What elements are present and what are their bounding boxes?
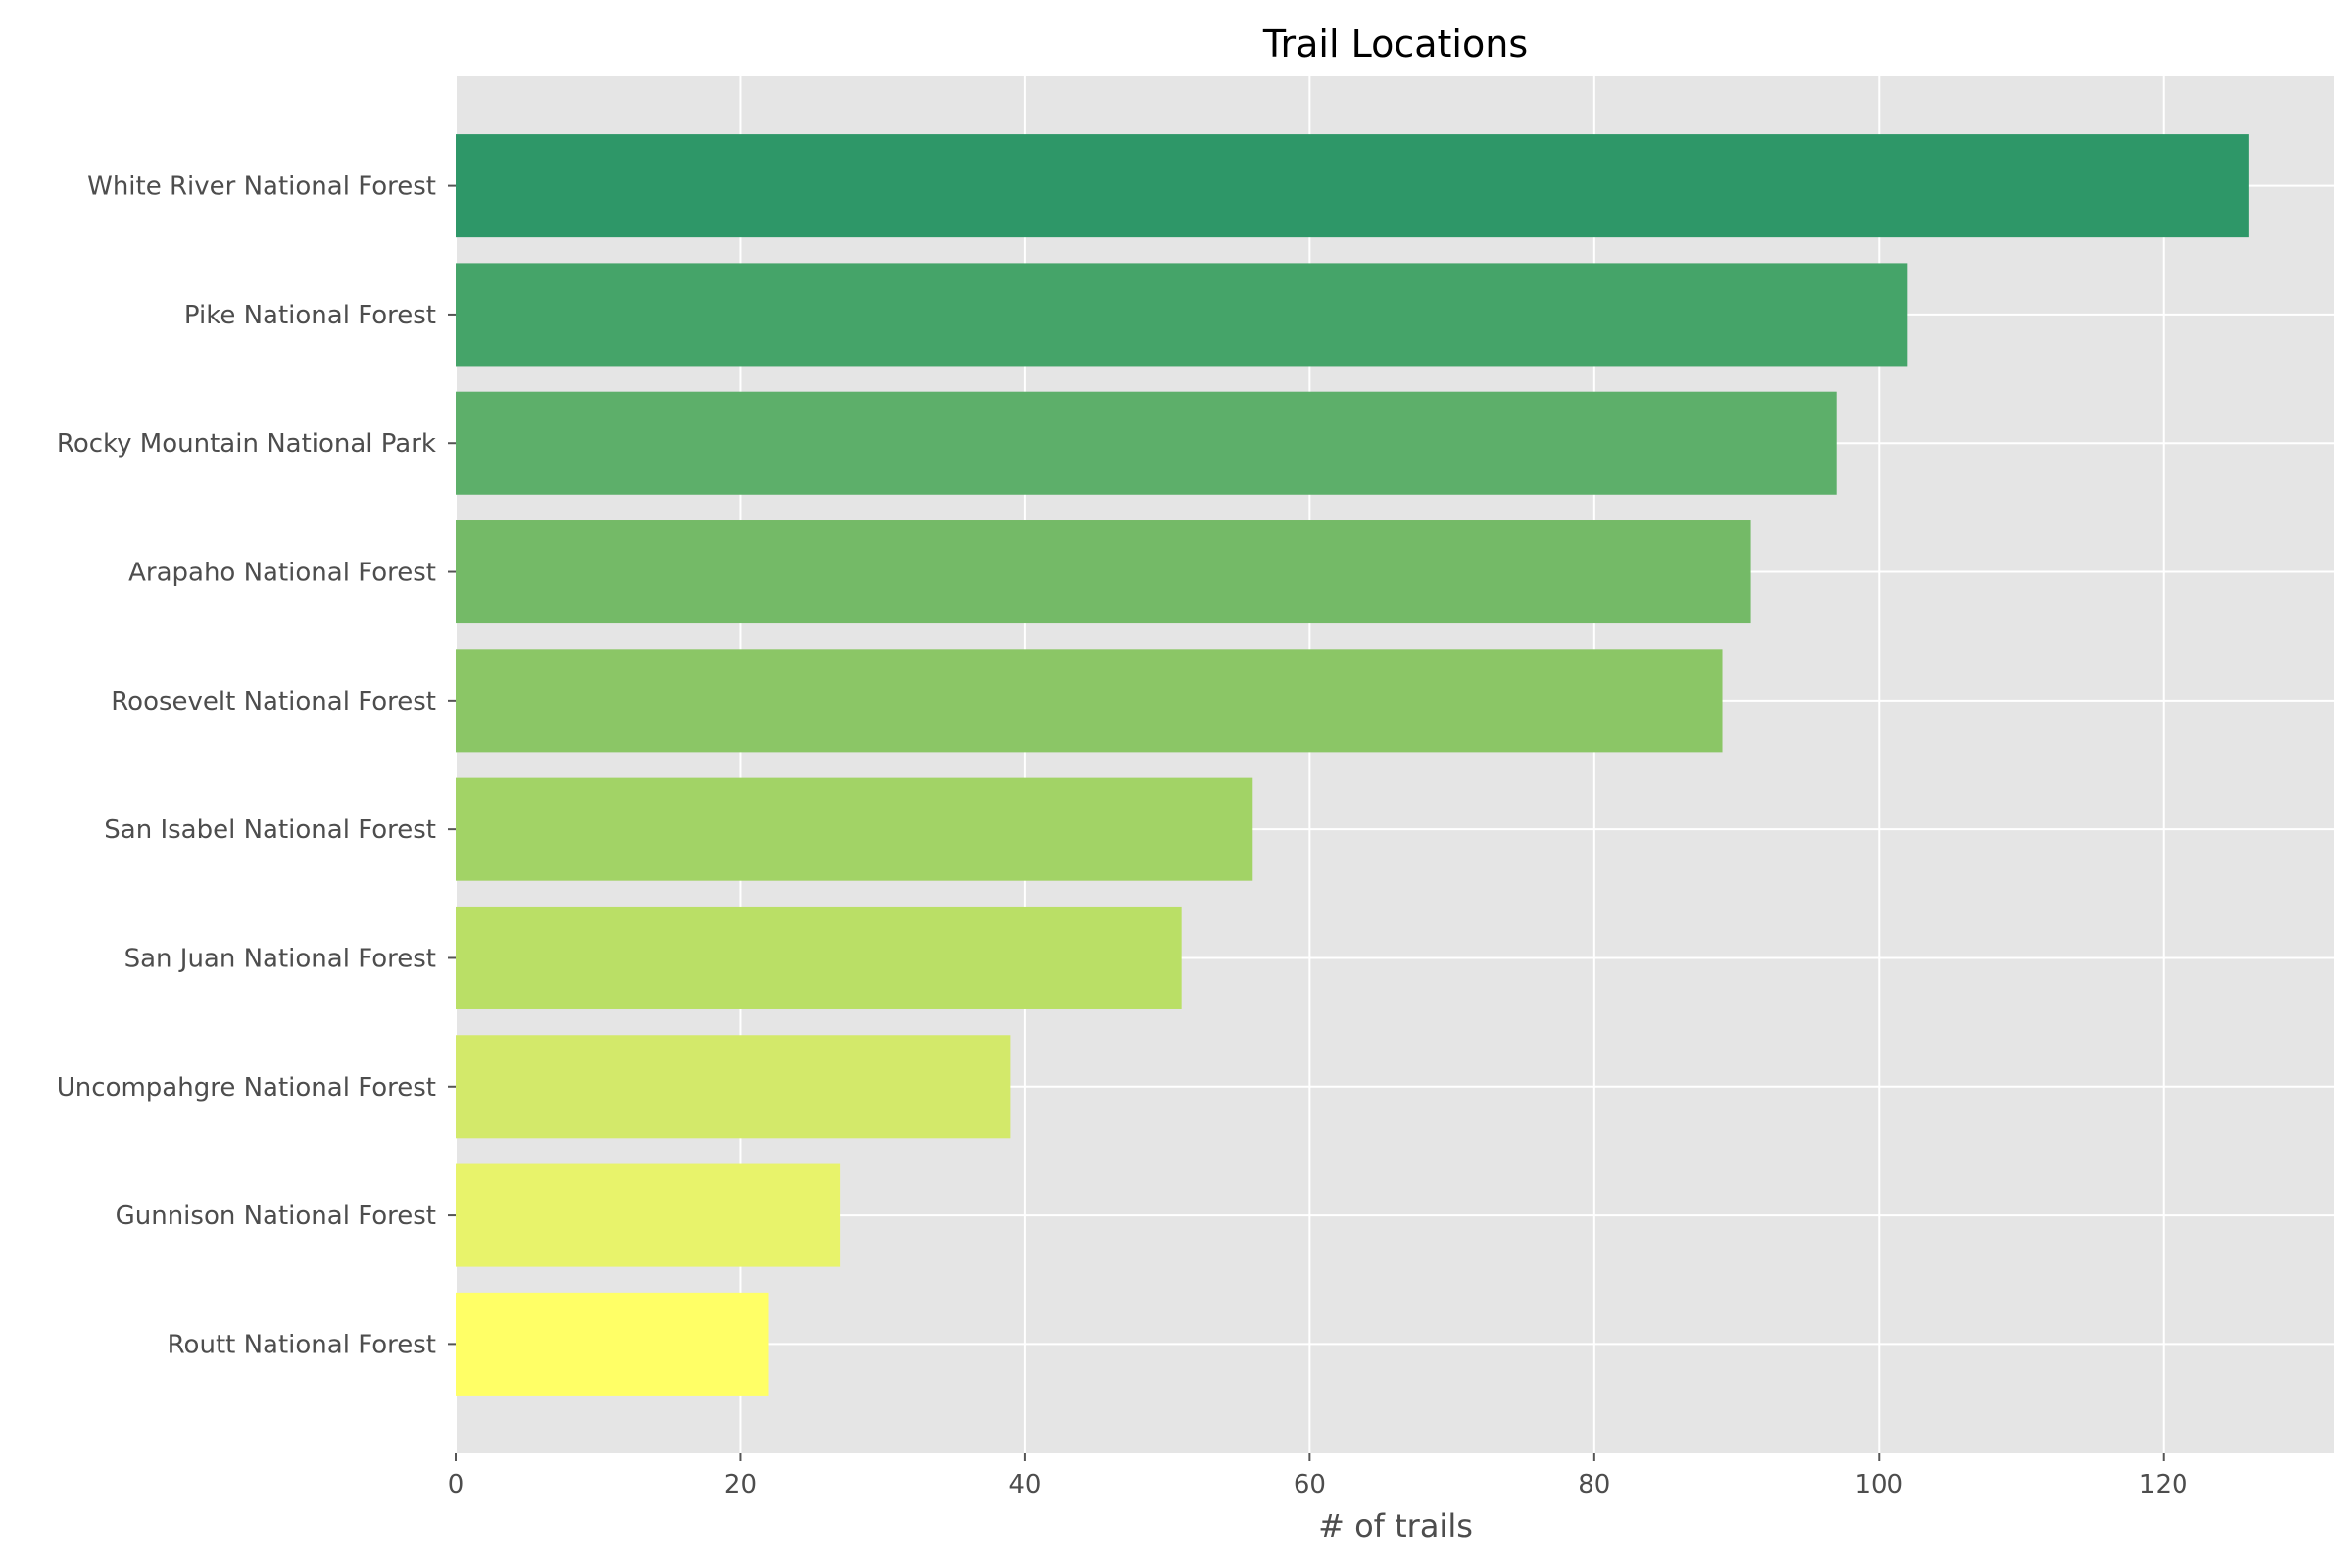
y-tick-label: Routt National Forest <box>168 1330 436 1359</box>
bar <box>456 649 1723 753</box>
x-axis-label: # of trails <box>1318 1507 1473 1544</box>
bar <box>456 1035 1011 1139</box>
bar <box>456 520 1751 624</box>
bar <box>456 263 1908 367</box>
bar <box>456 1163 841 1267</box>
y-tick-label: San Juan National Forest <box>124 944 436 973</box>
y-tick-label: Uncompahgre National Forest <box>57 1073 436 1102</box>
bar <box>456 906 1182 1009</box>
chart-title: Trail Locations <box>1262 23 1528 66</box>
y-tick-label: Roosevelt National Forest <box>111 687 436 716</box>
x-tick-label: 80 <box>1578 1470 1610 1499</box>
x-axis-ticks: 0 20 40 60 80 100 120 <box>448 1453 2188 1499</box>
x-tick-label: 100 <box>1854 1470 1903 1499</box>
bar <box>456 391 1837 495</box>
bar <box>456 1292 769 1396</box>
x-tick-label: 0 <box>448 1470 465 1499</box>
x-tick-label: 40 <box>1008 1470 1041 1499</box>
y-tick-label: Gunnison National Forest <box>116 1201 436 1231</box>
y-axis-category-labels: White River National Forest Pike National… <box>57 172 456 1359</box>
y-tick-label: Rocky Mountain National Park <box>57 429 436 459</box>
y-tick-label: Pike National Forest <box>184 301 436 330</box>
x-tick-label: 60 <box>1294 1470 1326 1499</box>
y-tick-label: Arapaho National Forest <box>128 559 436 588</box>
y-tick-label: San Isabel National Forest <box>104 815 436 845</box>
x-tick-label: 20 <box>724 1470 757 1499</box>
y-tick-label: White River National Forest <box>87 172 436 202</box>
x-tick-label: 120 <box>2139 1470 2188 1499</box>
bars <box>456 134 2249 1396</box>
bar <box>456 134 2249 238</box>
bar <box>456 777 1253 881</box>
